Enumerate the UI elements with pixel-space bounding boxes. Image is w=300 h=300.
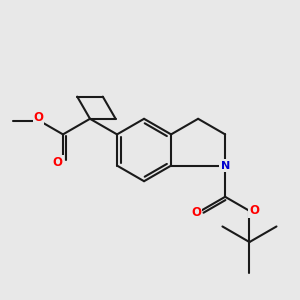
Text: N: N [220, 160, 230, 171]
Text: O: O [249, 204, 259, 217]
Text: O: O [34, 111, 44, 124]
Text: O: O [52, 156, 63, 169]
Text: O: O [191, 206, 201, 219]
